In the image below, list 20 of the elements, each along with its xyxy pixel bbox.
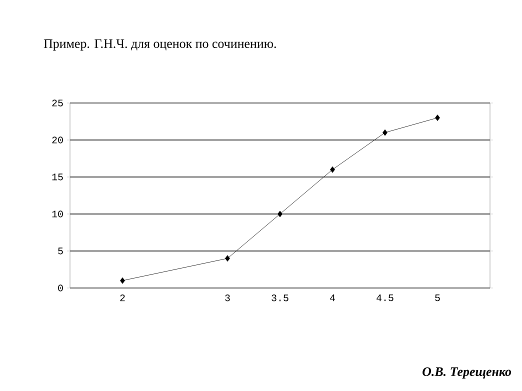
point (120, 277, 125, 284)
point (382, 129, 388, 136)
y-tick-label: 0 (58, 284, 63, 292)
point (278, 210, 282, 218)
x-tick-label: 3 (225, 294, 230, 302)
x-tick-label: 5 (435, 294, 440, 302)
x-tick-label: 3.5 (272, 294, 288, 302)
point (225, 255, 230, 262)
x-tick-label: 4.5 (376, 294, 394, 302)
y-tick-label: 20 (52, 136, 63, 144)
chart-title: Пример. Г.Н.Ч. для оценок по сочинению. (44, 39, 276, 51)
point (330, 166, 335, 173)
text: О.В. Терещенко (422, 367, 512, 379)
point (435, 114, 440, 121)
y-tick-label: 5 (58, 248, 63, 254)
x-tick-label: 2 (120, 294, 125, 302)
y-tick-label: 15 (52, 174, 63, 180)
y-tick-label: 10 (52, 210, 63, 218)
y-tick-label: 25 (52, 100, 63, 106)
x-tick-label: 4 (330, 294, 335, 302)
